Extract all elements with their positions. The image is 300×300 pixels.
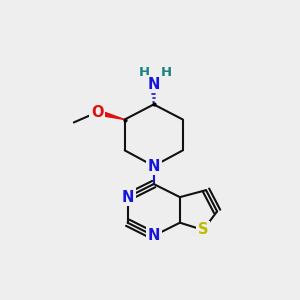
Text: O: O — [91, 105, 103, 120]
Text: H: H — [161, 66, 172, 79]
Text: S: S — [198, 223, 208, 238]
Text: N: N — [148, 76, 160, 92]
Text: N: N — [148, 228, 160, 243]
Text: N: N — [122, 190, 134, 205]
Text: H: H — [139, 66, 150, 79]
Polygon shape — [96, 110, 125, 119]
Text: N: N — [148, 158, 160, 173]
